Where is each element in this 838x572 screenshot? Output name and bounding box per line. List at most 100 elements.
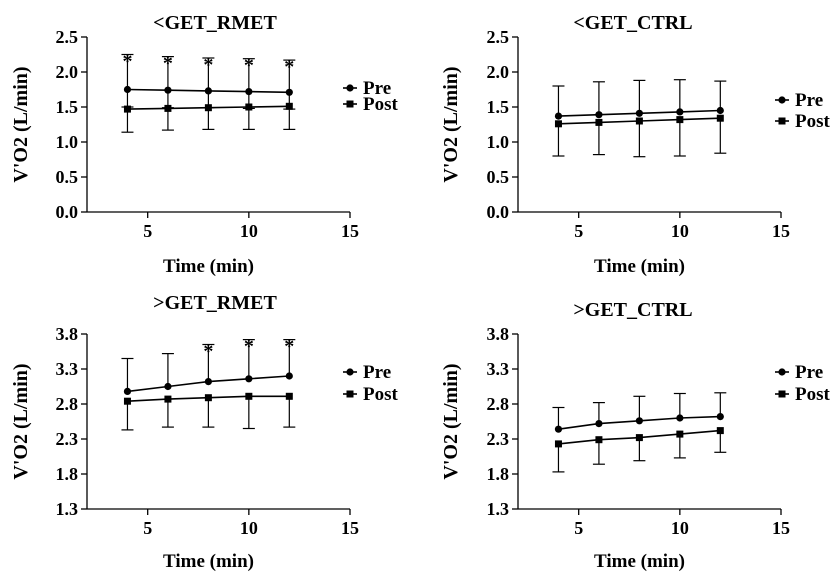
y-tick-label: 1.8: [56, 464, 79, 484]
y-axis-label: V'O2 (L/min): [10, 66, 32, 182]
y-tick-label: 2.0: [56, 62, 79, 82]
x-tick-label: 10: [671, 221, 689, 241]
data-point: [204, 104, 212, 112]
legend-label: Post: [795, 111, 831, 132]
data-point: [676, 430, 684, 438]
y-tick-label: 3.3: [487, 359, 510, 379]
series-pre: [121, 53, 296, 110]
significance-marker: *: [203, 54, 213, 76]
x-tick-label: 15: [772, 221, 790, 241]
data-point: [635, 109, 643, 117]
legend-marker: [346, 390, 354, 398]
y-tick-label: 2.3: [56, 429, 79, 449]
legend-marker: [346, 368, 354, 376]
x-tick-label: 15: [341, 518, 359, 538]
data-point: [123, 105, 131, 113]
y-axis-label: V'O2 (L/min): [440, 66, 462, 182]
legend-label: Post: [363, 94, 399, 115]
significance-marker: *: [203, 341, 213, 363]
x-tick-label: 10: [240, 221, 258, 241]
data-point: [245, 392, 253, 400]
legend-marker: [778, 390, 786, 398]
legend-marker: [778, 368, 786, 376]
data-point: [123, 387, 132, 395]
x-axis-label: Time (min): [163, 551, 254, 572]
legend-label: Pre: [795, 362, 823, 383]
panel-title: >GET_RMET: [153, 292, 277, 314]
y-tick-label: 3.8: [56, 324, 79, 344]
data-point: [164, 395, 172, 403]
y-tick-label: 2.0: [487, 62, 510, 82]
data-point: [635, 417, 643, 425]
significance-marker: *: [284, 336, 294, 358]
y-tick-label: 0.5: [487, 167, 510, 187]
data-point: [554, 112, 563, 120]
y-tick-label: 3.3: [56, 359, 79, 379]
legend-label: Pre: [363, 362, 391, 383]
y-tick-label: 0.5: [56, 167, 79, 187]
legend-label: Pre: [795, 90, 823, 111]
significance-marker: *: [244, 55, 254, 77]
significance-marker: *: [122, 51, 132, 73]
y-tick-label: 2.8: [56, 394, 79, 414]
legend-marker: [778, 96, 786, 104]
data-point: [554, 120, 562, 128]
series-post: [121, 102, 296, 133]
data-point: [123, 397, 131, 405]
y-tick-label: 1.8: [487, 464, 510, 484]
data-point: [716, 427, 724, 435]
legend-label: Post: [363, 384, 399, 405]
y-tick-label: 2.5: [56, 27, 79, 47]
y-tick-label: 1.0: [56, 132, 79, 152]
data-point: [595, 118, 603, 126]
panel-title: <GET_RMET: [153, 12, 277, 34]
data-point: [716, 413, 724, 421]
panel-3: >GET_RMET 1.3 1.8 2.3 2.8 3.3 3.8 5 10 15 Time (mi…: [10, 292, 399, 572]
panel-title: >GET_CTRL: [573, 299, 692, 321]
y-tick-label: 1.5: [56, 97, 79, 117]
data-point: [245, 88, 253, 96]
legend-label: Post: [795, 384, 831, 405]
data-point: [164, 86, 172, 94]
x-tick-label: 10: [240, 518, 258, 538]
panel-1: <GET_RMET 0.0 0.5 1.0 1.5 2.0 2.5 5 10 15 Time (mi…: [10, 12, 399, 277]
data-point: [245, 103, 253, 111]
x-tick-label: 5: [143, 518, 152, 538]
series-pre: [552, 79, 727, 120]
data-point: [285, 102, 293, 110]
x-tick-label: 5: [574, 518, 583, 538]
y-tick-label: 0.0: [56, 202, 79, 222]
data-point: [554, 440, 562, 448]
y-tick-label: 3.8: [487, 324, 510, 344]
data-point: [204, 87, 212, 95]
y-tick-label: 2.5: [487, 27, 510, 47]
data-point: [676, 414, 684, 422]
x-tick-label: 10: [671, 518, 689, 538]
series-pre: [552, 392, 727, 433]
data-point: [676, 116, 684, 124]
data-point: [635, 434, 643, 442]
data-point: [595, 436, 603, 444]
y-tick-label: 1.3: [487, 499, 510, 519]
legend-marker: [778, 117, 786, 125]
y-tick-label: 1.3: [56, 499, 79, 519]
x-tick-label: 15: [341, 221, 359, 241]
data-point: [554, 425, 563, 433]
series-post: [552, 114, 727, 158]
data-point: [716, 114, 724, 122]
y-tick-label: 1.5: [487, 97, 510, 117]
y-axis-label: V'O2 (L/min): [10, 363, 32, 479]
x-tick-label: 5: [143, 221, 152, 241]
x-tick-label: 15: [772, 518, 790, 538]
significance-marker: *: [244, 336, 254, 358]
data-point: [635, 117, 643, 125]
data-point: [285, 372, 293, 380]
y-tick-label: 2.8: [487, 394, 510, 414]
legend-label: Pre: [363, 78, 391, 99]
data-point: [164, 104, 172, 112]
